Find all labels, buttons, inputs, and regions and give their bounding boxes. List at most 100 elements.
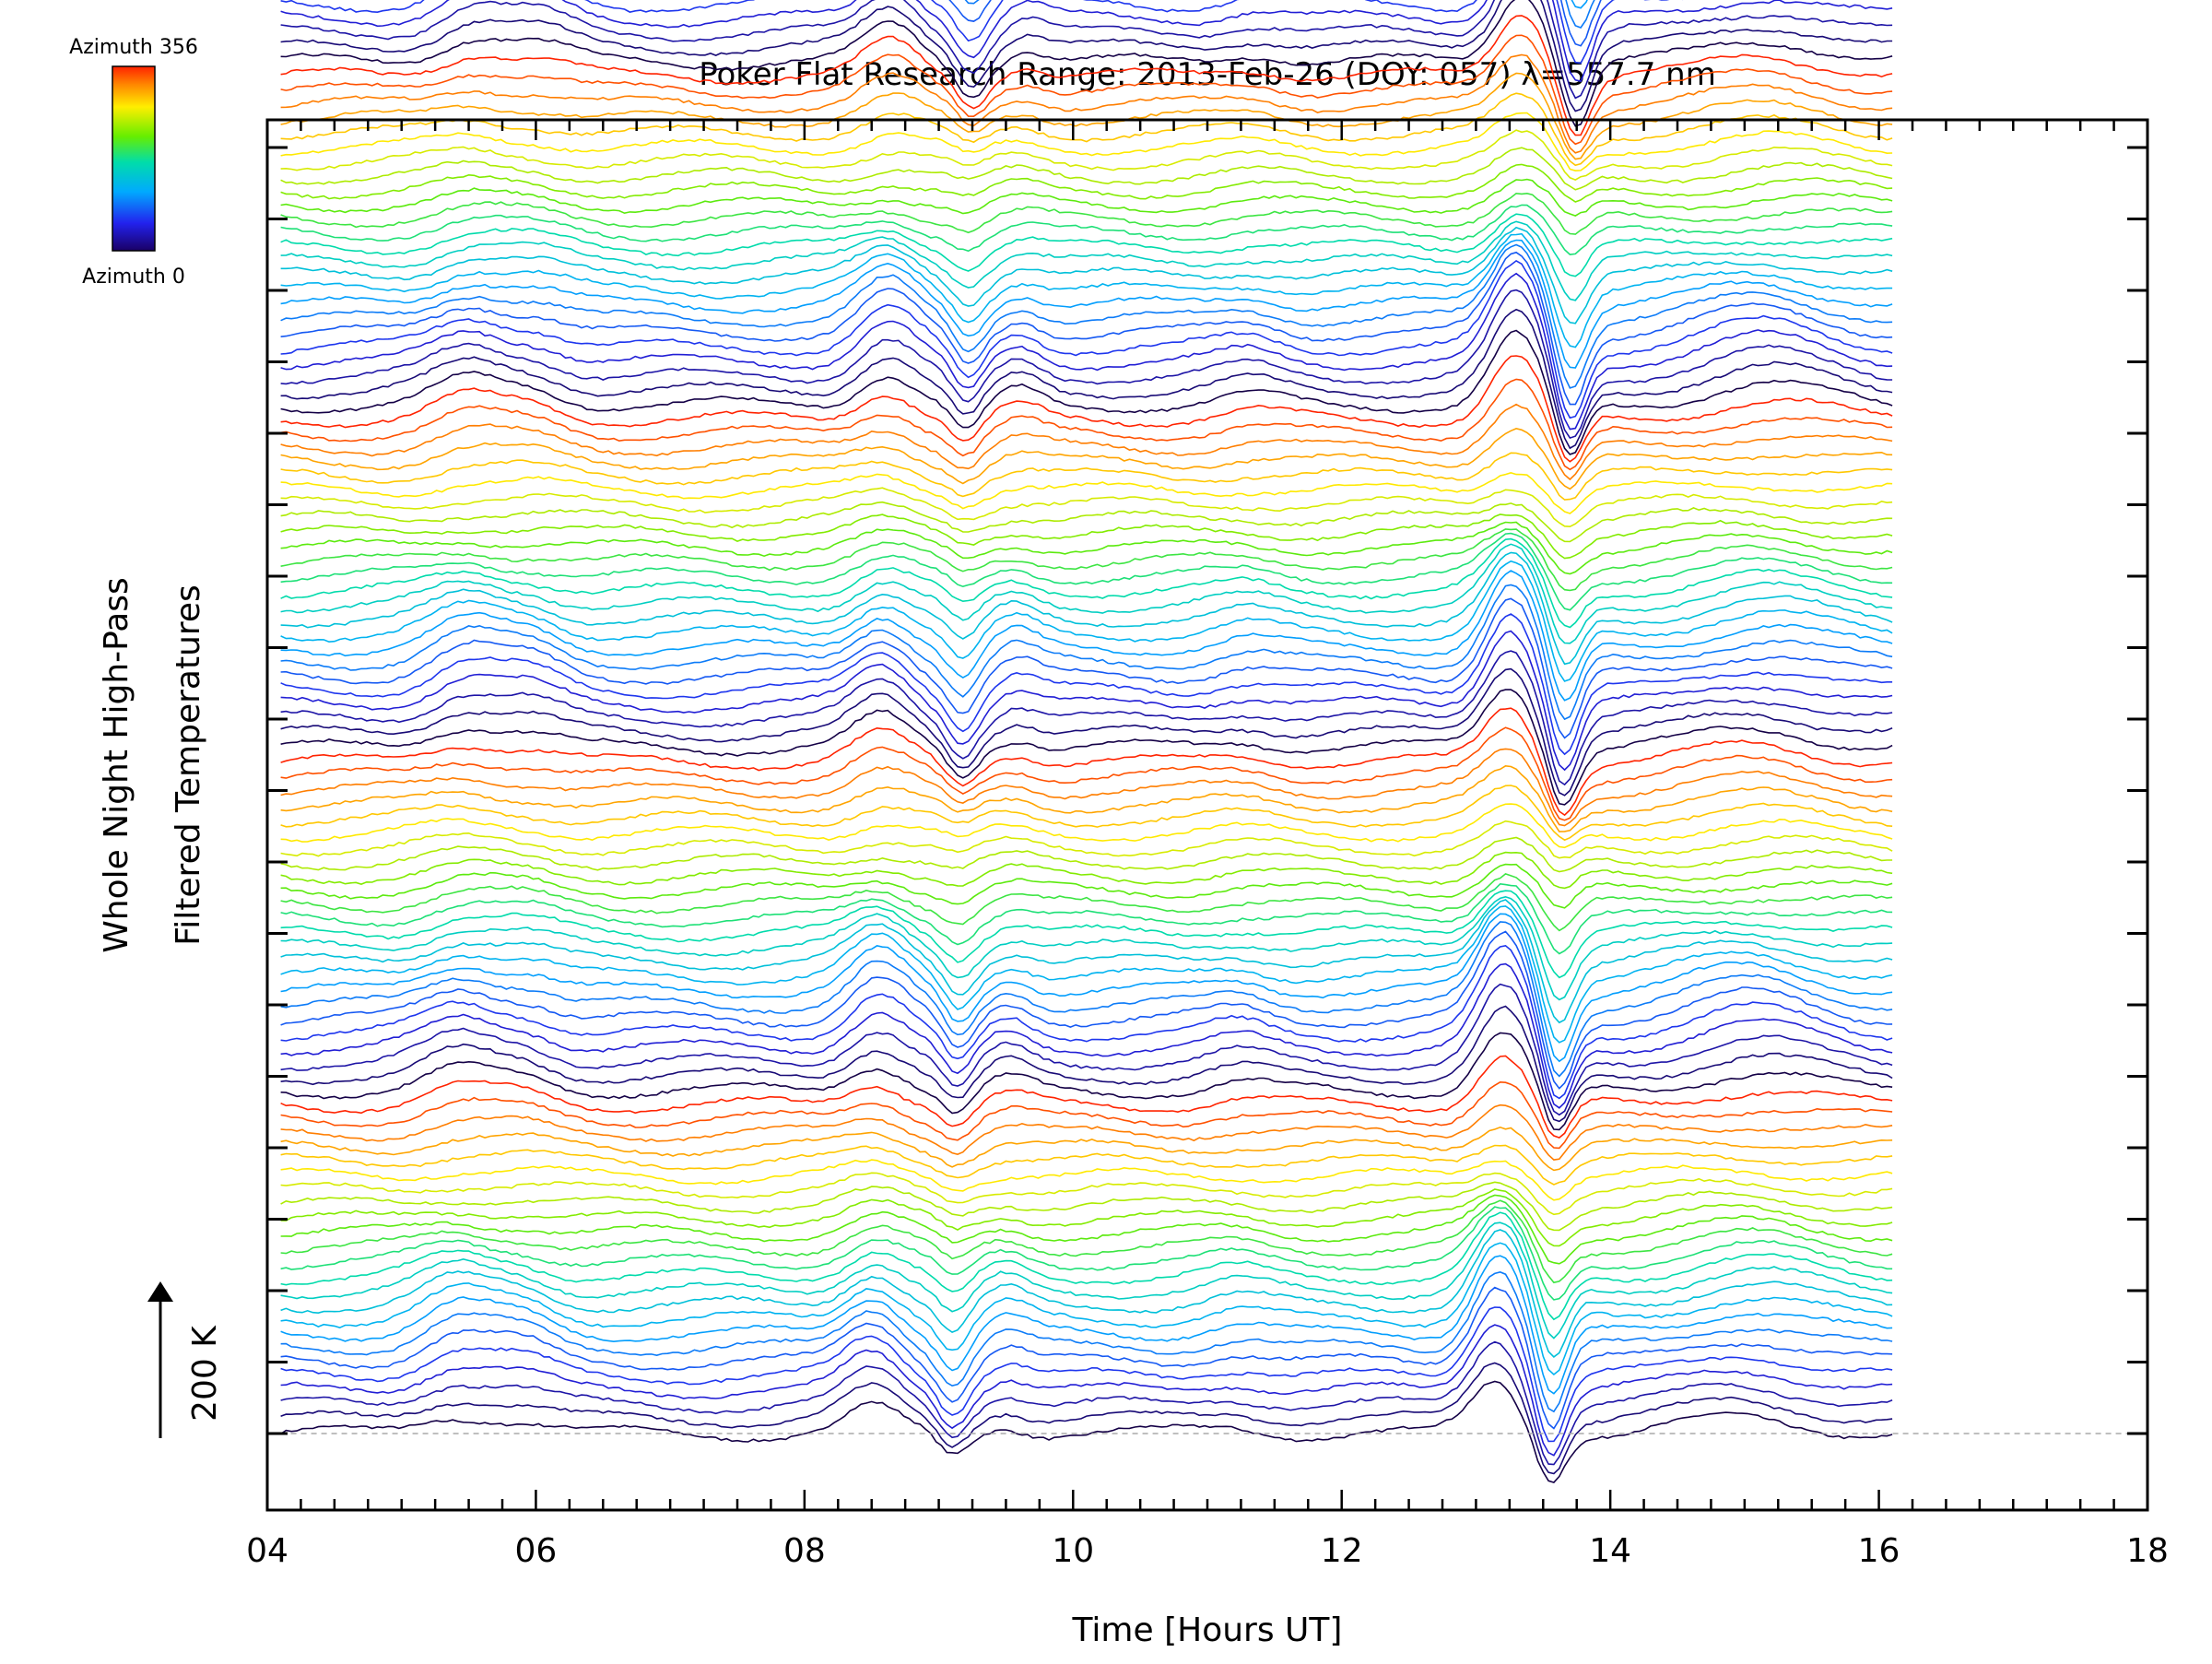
trace-line bbox=[280, 785, 1893, 842]
x-axis-title: Time [Hours UT] bbox=[1072, 1611, 1343, 1649]
trace-line bbox=[280, 289, 1893, 440]
trace-line bbox=[280, 543, 1893, 644]
trace-line bbox=[280, 863, 1893, 909]
trace-line bbox=[280, 1242, 1893, 1376]
trace-line bbox=[280, 630, 1893, 772]
trace-line bbox=[280, 1055, 1893, 1139]
x-tick-label: 08 bbox=[783, 1532, 826, 1570]
trace-line bbox=[280, 1032, 1893, 1131]
colorbar-top-label: Azimuth 356 bbox=[69, 36, 198, 59]
trace-line bbox=[280, 613, 1893, 756]
trace-line bbox=[280, 0, 1893, 83]
trace-line bbox=[280, 192, 1893, 235]
x-tick-labels: 04 06 08 10 12 14 16 18 bbox=[246, 1532, 2169, 1570]
trace-line bbox=[280, 1194, 1893, 1265]
trace-line bbox=[280, 528, 1893, 592]
trace-line bbox=[280, 226, 1893, 325]
trace-line bbox=[280, 820, 1893, 859]
x-tick-label: 04 bbox=[246, 1532, 288, 1570]
trace-line bbox=[280, 355, 1893, 463]
trace-line bbox=[1571, 0, 1588, 9]
trace-line bbox=[280, 1199, 1893, 1284]
trace-line bbox=[280, 560, 1893, 682]
trace-line bbox=[280, 1380, 1893, 1484]
y-ticks bbox=[267, 146, 2147, 1435]
trace-line bbox=[280, 452, 1893, 501]
trace-line bbox=[280, 597, 1893, 739]
trace-line bbox=[280, 1324, 1893, 1457]
trace-line bbox=[280, 983, 1893, 1116]
trace-line bbox=[280, 1362, 1893, 1475]
trace-line bbox=[280, 308, 1893, 450]
trace-line bbox=[280, 329, 1893, 455]
trace-line bbox=[280, 537, 1893, 629]
trace-line bbox=[280, 53, 1893, 154]
trace-line bbox=[280, 764, 1893, 832]
trace-line bbox=[280, 378, 1893, 471]
trace-line bbox=[280, 1340, 1893, 1466]
trace-line bbox=[280, 0, 1684, 65]
trace-line bbox=[280, 836, 1893, 873]
trace-line bbox=[280, 1255, 1893, 1395]
trace-line bbox=[280, 129, 1893, 181]
trace-line bbox=[280, 551, 1893, 666]
traces bbox=[280, 0, 1893, 1484]
scale-bar-label: 200 K bbox=[186, 1325, 224, 1422]
trace-line bbox=[280, 803, 1893, 849]
trace-line bbox=[280, 147, 1893, 191]
trace-line bbox=[280, 707, 1893, 817]
x-tick-label: 16 bbox=[1858, 1532, 1900, 1570]
trace-line bbox=[280, 570, 1893, 702]
trace-line bbox=[280, 239, 1893, 369]
trace-line bbox=[280, 72, 1893, 160]
trace-line bbox=[280, 1206, 1893, 1301]
trace-line bbox=[280, 1103, 1893, 1161]
trace-line bbox=[280, 667, 1893, 797]
trace-line bbox=[280, 1080, 1893, 1150]
trace-line bbox=[280, 1286, 1893, 1430]
x-tick-label: 12 bbox=[1321, 1532, 1363, 1570]
trace-line bbox=[280, 15, 1893, 136]
trace-line bbox=[280, 220, 1893, 301]
trace-line bbox=[280, 232, 1893, 348]
x-tick-label: 10 bbox=[1052, 1532, 1094, 1570]
trace-line bbox=[280, 213, 1893, 277]
trace-line bbox=[280, 487, 1893, 528]
x-tick-label: 18 bbox=[2126, 1532, 2169, 1570]
trace-line bbox=[280, 1221, 1893, 1339]
trace-line bbox=[280, 913, 1893, 1063]
trace-line bbox=[280, 895, 1893, 1001]
trace-line bbox=[280, 92, 1893, 167]
trace-line bbox=[280, 584, 1893, 721]
trace-line bbox=[280, 428, 1893, 490]
trace-line bbox=[280, 0, 1893, 112]
trace-line bbox=[280, 1159, 1893, 1201]
trace-line bbox=[280, 163, 1893, 203]
trace-line bbox=[280, 471, 1893, 514]
trace-line bbox=[280, 899, 1893, 1024]
trace-line bbox=[280, 204, 1893, 255]
trace-line bbox=[280, 1271, 1893, 1413]
trace-line bbox=[280, 905, 1893, 1044]
trace-line bbox=[280, 112, 1893, 172]
trace-line bbox=[280, 962, 1893, 1109]
trace-line bbox=[280, 259, 1893, 419]
trace-line bbox=[280, 650, 1893, 786]
trace-line bbox=[280, 1229, 1893, 1358]
trace-line bbox=[280, 243, 1893, 389]
colorbar-gradient bbox=[112, 65, 156, 252]
trace-line bbox=[280, 882, 1893, 955]
trace-line bbox=[280, 272, 1893, 431]
trace-line bbox=[280, 521, 1893, 575]
trace-line bbox=[280, 34, 1893, 146]
scale-bar-arrowhead bbox=[147, 1281, 173, 1302]
trace-line bbox=[280, 1126, 1893, 1172]
trace-line bbox=[280, 921, 1893, 1078]
trace-line bbox=[280, 513, 1893, 560]
trace-line bbox=[280, 251, 1893, 406]
trace-line bbox=[280, 532, 1893, 611]
trace-line bbox=[280, 1188, 1893, 1247]
trace-line bbox=[280, 748, 1893, 827]
trace-line bbox=[280, 1144, 1893, 1186]
